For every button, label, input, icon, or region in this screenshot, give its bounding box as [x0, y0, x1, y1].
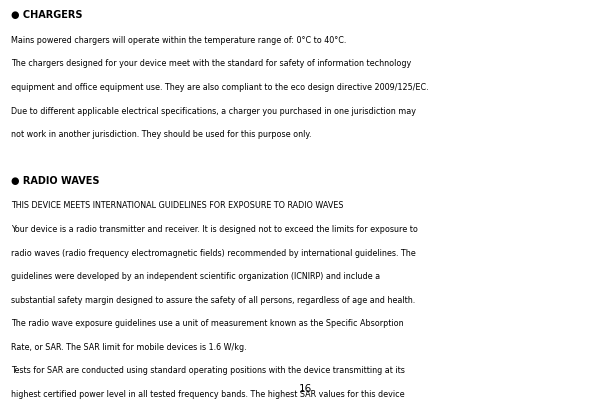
Text: Your device is a radio transmitter and receiver. It is designed not to exceed th: Your device is a radio transmitter and r…	[11, 225, 418, 234]
Text: highest certified power level in all tested frequency bands. The highest SAR val: highest certified power level in all tes…	[11, 390, 404, 399]
Text: ● CHARGERS: ● CHARGERS	[11, 10, 82, 20]
Text: substantial safety margin designed to assure the safety of all persons, regardle: substantial safety margin designed to as…	[11, 296, 415, 305]
Text: Mains powered chargers will operate within the temperature range of: 0°C to 40°C: Mains powered chargers will operate with…	[11, 36, 346, 45]
Text: guidelines were developed by an independent scientific organization (ICNIRP) and: guidelines were developed by an independ…	[11, 272, 380, 281]
Text: The radio wave exposure guidelines use a unit of measurement known as the Specif: The radio wave exposure guidelines use a…	[11, 319, 404, 328]
Text: The chargers designed for your device meet with the standard for safety of infor: The chargers designed for your device me…	[11, 59, 411, 69]
Text: Tests for SAR are conducted using standard operating positions with the device t: Tests for SAR are conducted using standa…	[11, 366, 405, 375]
Text: Due to different applicable electrical specifications, a charger you purchased i: Due to different applicable electrical s…	[11, 107, 416, 116]
Text: THIS DEVICE MEETS INTERNATIONAL GUIDELINES FOR EXPOSURE TO RADIO WAVES: THIS DEVICE MEETS INTERNATIONAL GUIDELIN…	[11, 201, 343, 211]
Text: radio waves (radio frequency electromagnetic fields) recommended by internationa: radio waves (radio frequency electromagn…	[11, 249, 415, 258]
Text: ● RADIO WAVES: ● RADIO WAVES	[11, 176, 100, 186]
Text: equipment and office equipment use. They are also compliant to the eco design di: equipment and office equipment use. They…	[11, 83, 429, 92]
Text: Rate, or SAR. The SAR limit for mobile devices is 1.6 W/kg.: Rate, or SAR. The SAR limit for mobile d…	[11, 343, 247, 352]
Text: not work in another jurisdiction. They should be used for this purpose only.: not work in another jurisdiction. They s…	[11, 130, 312, 139]
Text: 16: 16	[299, 384, 312, 394]
